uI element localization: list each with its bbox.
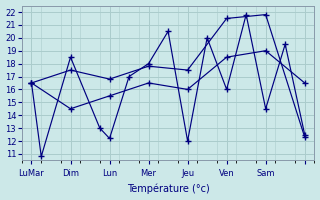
X-axis label: Température (°c): Température (°c) [127,184,210,194]
